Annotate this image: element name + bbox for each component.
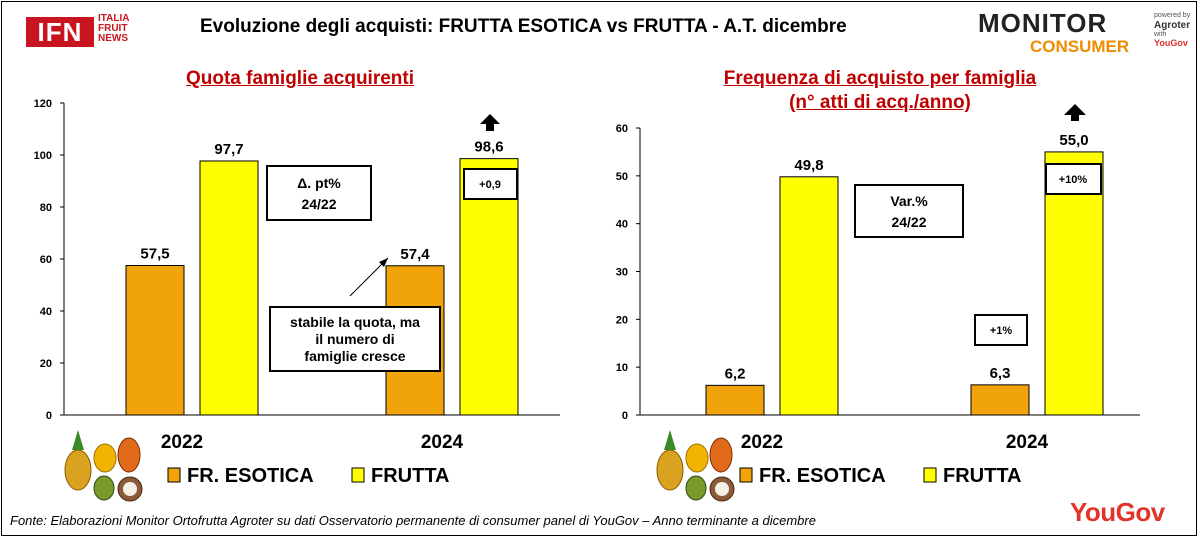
coconut-flesh-icon <box>123 482 137 496</box>
bar <box>1044 151 1104 416</box>
variation-box-label: +10% <box>1059 174 1088 186</box>
ifn-logo: IFN ITALIA FRUIT NEWS <box>26 14 150 48</box>
pineapple-icon <box>656 449 684 491</box>
up-arrow-icon <box>480 114 500 131</box>
papaya-icon <box>117 437 141 473</box>
y-tick-label: 100 <box>34 150 52 162</box>
ifn-logo-text: IFN <box>26 17 94 47</box>
data-label: 49,8 <box>794 157 823 174</box>
y-tick-label: 20 <box>40 358 52 370</box>
x-tick-label: 2022 <box>161 432 203 453</box>
ifn-side-line: FRUIT <box>98 23 128 34</box>
data-label: 55,0 <box>1059 132 1088 149</box>
up-arrow-icon <box>1064 104 1086 121</box>
mango-icon <box>685 443 709 473</box>
variation-box <box>463 168 518 200</box>
y-tick-label: 40 <box>40 306 52 318</box>
y-tick-label: 0 <box>46 410 52 422</box>
variation-box-label: +0,9 <box>479 179 501 191</box>
coconut-flesh-icon <box>715 482 729 496</box>
y-tick-label: 30 <box>616 267 628 279</box>
yougov-logo: YouGov <box>1070 497 1165 527</box>
pineapple-leaves-icon <box>72 430 84 450</box>
legend-label: FRUTTA <box>371 465 450 487</box>
bar <box>459 158 519 416</box>
data-label: 57,5 <box>140 246 169 263</box>
y-tick-label: 0 <box>622 410 628 422</box>
note-line: famiglie cresce <box>304 348 405 364</box>
powered-brand: Agroter <box>1154 20 1191 31</box>
data-label: 6,3 <box>990 365 1011 382</box>
bar <box>199 160 259 416</box>
powered-by: powered by Agroter with YouGov <box>1154 12 1191 48</box>
y-tick-label: 40 <box>616 219 628 231</box>
logo-consumer-word: CONSUMER <box>1030 37 1130 56</box>
legend-label: FR. ESOTICA <box>759 465 886 487</box>
y-tick-label: 60 <box>40 254 52 266</box>
y-tick-label: 120 <box>34 98 52 110</box>
y-tick-label: 50 <box>616 171 628 183</box>
powered-partner: YouGov <box>1154 38 1188 48</box>
powered-by-label: powered by <box>1154 12 1191 19</box>
y-tick-label: 20 <box>616 314 628 326</box>
papaya-icon <box>709 437 733 473</box>
delta-box <box>266 165 372 221</box>
bar <box>705 384 765 416</box>
legend-swatch-frutta <box>351 467 365 483</box>
powered-with: with <box>1154 31 1167 38</box>
ifn-side-line: NEWS <box>98 33 128 44</box>
legend-swatch-frutta <box>923 467 937 483</box>
legend-label: FR. ESOTICA <box>187 465 314 487</box>
data-label: 98,6 <box>474 139 503 156</box>
note-line: il numero di <box>315 331 394 347</box>
ifn-logo-side: ITALIA FRUIT NEWS <box>98 14 129 44</box>
chart2-title: Frequenza di acquisto per famiglia <box>723 68 1037 89</box>
x-tick-label: 2024 <box>421 432 464 453</box>
variation-box <box>1045 163 1102 195</box>
y-tick-label: 60 <box>616 123 628 135</box>
note-pointer-arrowhead <box>379 258 388 267</box>
chart1-title: Quota famiglie acquirenti <box>185 68 415 89</box>
delta-box <box>854 184 964 238</box>
note-line: stabile la quota, ma <box>290 314 420 330</box>
avocado-icon <box>93 475 115 501</box>
delta-box-line: Var.% <box>890 193 928 209</box>
pineapple-icon <box>64 449 92 491</box>
variation-box-label: +1% <box>990 325 1013 337</box>
logo-monitor-word: MONITOR <box>978 8 1108 38</box>
bar <box>779 176 839 416</box>
data-label: 97,7 <box>214 141 243 158</box>
delta-box-line: 24/22 <box>891 214 926 230</box>
chart2-subtitle: (n° atti di acq./anno) <box>789 92 971 113</box>
y-tick-label: 80 <box>40 202 52 214</box>
note-box <box>269 306 441 372</box>
legend-swatch-esotica <box>739 467 753 483</box>
avocado-icon <box>685 475 707 501</box>
bar <box>970 384 1030 416</box>
data-label: 57,4 <box>400 246 430 263</box>
legend-swatch-esotica <box>167 467 181 483</box>
monitor-consumer-logo: MONITOR CONSUMER powered by Agroter with… <box>978 8 1193 58</box>
legend-label: FRUTTA <box>943 465 1022 487</box>
bar <box>125 265 185 416</box>
x-tick-label: 2024 <box>1006 432 1049 453</box>
x-tick-label: 2022 <box>741 432 783 453</box>
delta-box-line: 24/22 <box>301 196 336 212</box>
ifn-side-line: ITALIA <box>98 13 130 24</box>
source-note: Fonte: Elaborazioni Monitor Ortofrutta A… <box>10 513 816 528</box>
mango-icon <box>93 443 117 473</box>
y-tick-label: 10 <box>616 362 628 374</box>
page-title: Evoluzione degli acquisti: FRUTTA ESOTIC… <box>200 16 847 37</box>
pineapple-leaves-icon <box>664 430 676 450</box>
data-label: 6,2 <box>725 365 746 382</box>
variation-box-esotica <box>974 314 1028 346</box>
delta-box-line: Δ. pt% <box>297 175 341 191</box>
